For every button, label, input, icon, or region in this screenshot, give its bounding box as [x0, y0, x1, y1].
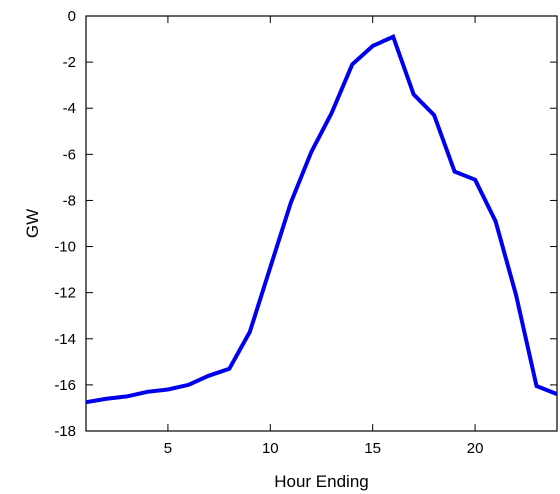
y-tick-label: -6: [63, 146, 76, 163]
y-tick-label: 0: [68, 8, 76, 25]
y-tick-label: -16: [54, 377, 76, 394]
axis-tick-labels: 5 10 15 20 0 -2 -4 -6 -8 -10 -12 -14 -16 -18: [54, 8, 483, 457]
x-tick-label: 10: [262, 440, 279, 457]
series-layer: [85, 34, 558, 405]
series-line: [85, 34, 558, 405]
axis-ticks: [86, 15, 557, 432]
x-tick-label: 5: [164, 440, 172, 457]
y-axis-label: GW: [23, 209, 42, 238]
y-tick-label: -14: [54, 331, 76, 348]
plot-area-frame: [85, 15, 558, 432]
y-tick-label: -12: [54, 285, 76, 302]
y-tick-label: -10: [54, 239, 76, 256]
y-tick-label: -4: [63, 100, 76, 117]
y-tick-label: -2: [63, 54, 76, 71]
y-tick-label: -8: [63, 192, 76, 209]
y-tick-label: -18: [54, 423, 76, 440]
x-tick-label: 15: [364, 440, 381, 457]
x-tick-label: 20: [467, 440, 484, 457]
x-axis-label: Hour Ending: [274, 472, 369, 491]
